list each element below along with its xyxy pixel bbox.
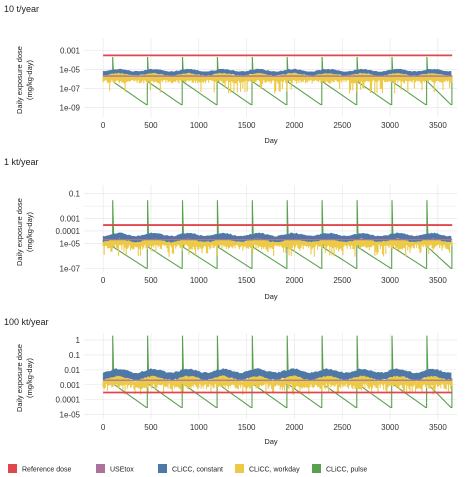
x-tick-label: 2500 [333,276,351,285]
y-tick-label: 1e-07 [60,264,81,273]
panel-3-xlabel: Day [264,437,278,446]
panel-2-xlabel: Day [264,292,278,301]
y-tick-label: 1 [76,336,81,345]
y-tick-label: 0.01 [64,366,80,375]
x-tick-label: 2000 [286,121,304,130]
x-tick-label: 0 [101,276,106,285]
x-tick-label: 1500 [238,423,256,432]
x-tick-label: 2000 [286,276,304,285]
panel-1-ylabel-line2: (mg/kg-day) [25,59,34,100]
panel-1-title: 10 t/year [4,4,39,14]
x-tick-label: 3500 [429,276,447,285]
x-tick-label: 3000 [381,276,399,285]
panel-3-ylabel-line1: Daily exposure dose [15,344,24,412]
y-tick-label: 1e-09 [60,103,81,112]
x-tick-label: 3500 [429,423,447,432]
series-clicc-pulse [112,335,453,408]
legend-swatch-usetox [96,464,105,473]
legend-swatch-clicc-constant [158,464,167,473]
panel-2-ylabel-line1: Daily exposure dose [15,198,24,266]
x-tick-label: 1500 [238,121,256,130]
y-tick-label: 1e-05 [60,411,81,420]
panel-1-plot: 0.001 1e-05 1e-07 1e-09 0 500 1000 1500 2000 2500… [60,38,457,130]
x-tick-label: 500 [144,121,158,130]
legend-label-usetox: USEtox [110,467,134,474]
y-tick-label: 1e-05 [60,65,81,74]
x-tick-label: 0 [101,121,106,130]
x-tick-label: 3000 [381,423,399,432]
y-tick-label: 0.0001 [56,227,81,236]
legend-swatch-reference-dose [8,464,17,473]
x-tick-label: 3000 [381,121,399,130]
x-tick-label: 1000 [190,423,208,432]
x-tick-label: 500 [144,423,158,432]
panel-1-xlabel: Day [264,136,278,145]
y-tick-label: 1e-07 [60,84,81,93]
panel-3-title: 100 kt/year [4,317,49,327]
x-tick-label: 2000 [286,423,304,432]
series-clicc-pulse [112,56,453,106]
panel-1-ylabel-line1: Daily exposure dose [15,46,24,114]
legend-swatch-clicc-pulse [312,464,321,473]
panel-2-title: 1 kt/year [4,157,39,167]
panel-2-plot: 0.1 0.001 0.0001 1e-05 1e-07 0 500 1000 1500 2000… [56,185,457,285]
y-tick-label: 0.1 [69,190,81,199]
series-clicc-pulse [112,200,453,269]
legend-label-reference-dose: Reference dose [22,467,72,474]
legend-label-clicc-workday: CLiCC, workday [249,467,300,474]
x-tick-label: 2500 [333,121,351,130]
legend-label-clicc-constant: CLiCC, constant [172,467,223,474]
x-tick-label: 500 [144,276,158,285]
y-tick-label: 0.001 [60,46,81,55]
x-tick-label: 1000 [190,276,208,285]
legend-swatch-clicc-workday [235,464,244,473]
x-tick-label: 1000 [190,121,208,130]
y-tick-label: 1e-05 [60,239,81,248]
y-tick-label: 0.001 [60,381,81,390]
panel-3-ylabel-line2: (mg/kg-day) [25,357,34,398]
panel-2-ylabel-line2: (mg/kg-day) [25,211,34,252]
legend-label-clicc-pulse: CLiCC, pulse [326,467,367,474]
y-tick-label: 0.001 [60,215,81,224]
x-tick-label: 0 [101,423,106,432]
y-tick-label: 0.0001 [56,396,81,405]
legend: Reference dose USEtox CLiCC, constant CL… [8,464,367,474]
y-tick-label: 0.1 [69,351,81,360]
x-tick-label: 2500 [333,423,351,432]
x-tick-label: 3500 [429,121,447,130]
x-tick-label: 1500 [238,276,256,285]
panel-3-plot: 1 0.1 0.01 0.001 0.0001 1e-05 0 500 1000 1500 2000… [56,333,457,432]
